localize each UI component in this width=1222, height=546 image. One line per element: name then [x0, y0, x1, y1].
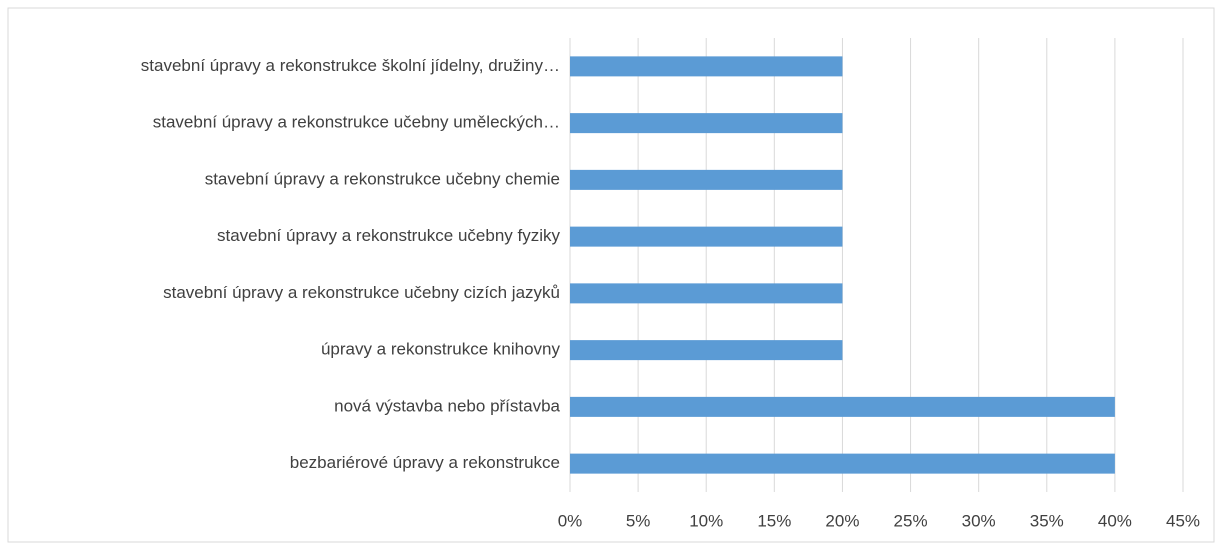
bar — [570, 169, 843, 190]
x-tick-label: 40% — [1098, 511, 1132, 530]
y-tick-label: stavební úpravy a rekonstrukce učebny ci… — [163, 283, 560, 302]
bar — [570, 226, 843, 247]
bar — [570, 396, 1115, 417]
x-tick-label: 5% — [626, 511, 651, 530]
y-tick-label: stavební úpravy a rekonstrukce učebny fy… — [217, 226, 560, 245]
x-tick-label: 25% — [894, 511, 928, 530]
bar — [570, 340, 843, 361]
x-tick-label: 0% — [558, 511, 583, 530]
x-tick-label: 15% — [757, 511, 791, 530]
y-tick-label: úpravy a rekonstrukce knihovny — [321, 340, 561, 359]
bar — [570, 453, 1115, 474]
bar — [570, 283, 843, 304]
x-tick-label: 35% — [1030, 511, 1064, 530]
y-tick-label: stavební úpravy a rekonstrukce školní jí… — [141, 56, 560, 75]
y-tick-label: stavební úpravy a rekonstrukce učebny ch… — [205, 169, 560, 188]
bar — [570, 56, 843, 77]
x-tick-label: 45% — [1166, 511, 1200, 530]
bar — [570, 113, 843, 134]
chart-border — [7, 7, 1215, 543]
x-tick-label: 20% — [825, 511, 859, 530]
y-tick-label: bezbariérové úpravy a rekonstrukce — [290, 453, 560, 472]
y-tick-label: nová výstavba nebo přístavba — [334, 396, 560, 415]
y-tick-label: stavební úpravy a rekonstrukce učebny um… — [153, 113, 560, 132]
x-tick-label: 10% — [689, 511, 723, 530]
x-tick-label: 30% — [962, 511, 996, 530]
